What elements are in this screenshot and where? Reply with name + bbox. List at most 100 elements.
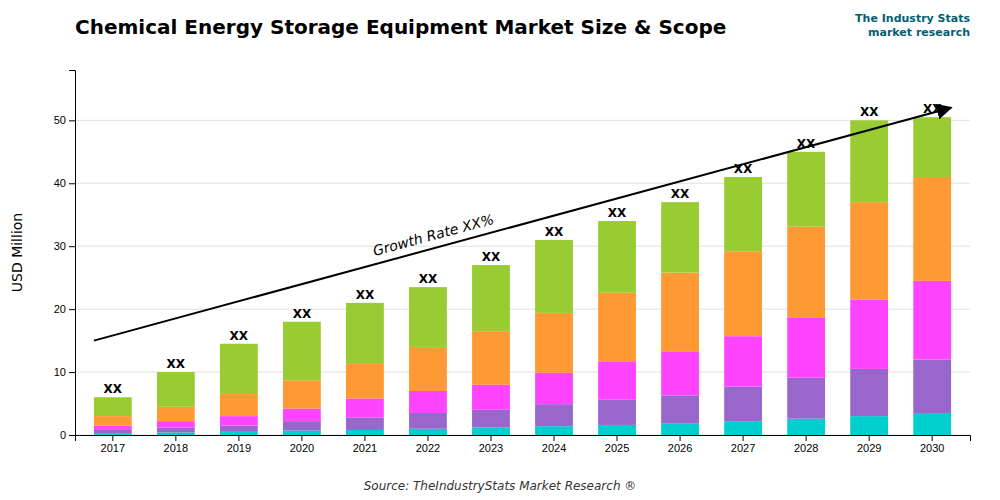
bar	[535, 373, 573, 404]
x-tick-label: 2028	[794, 442, 818, 454]
bar	[661, 395, 699, 423]
bar	[535, 426, 573, 435]
x-tick-label: 2024	[542, 442, 566, 454]
bar	[220, 394, 258, 416]
x-tick-mark	[680, 435, 681, 441]
y-tick-label: 40	[54, 177, 66, 189]
bar	[850, 202, 888, 300]
y-tick-label: 0	[60, 429, 66, 441]
x-tick: 2029	[857, 435, 881, 454]
bar	[850, 416, 888, 435]
y-tick-mark	[69, 309, 75, 310]
grid-line	[75, 120, 970, 121]
y-tick-mark	[69, 120, 75, 121]
bar	[787, 419, 825, 435]
bar-label: XX	[104, 382, 123, 396]
grid-line	[75, 372, 970, 373]
x-tick: 2027	[731, 435, 755, 454]
bar	[346, 303, 384, 364]
bar	[913, 359, 951, 412]
x-tick-mark	[238, 435, 239, 441]
x-tick-mark	[806, 435, 807, 441]
x-tick-mark	[490, 435, 491, 441]
bar	[724, 251, 762, 336]
bar-label: XX	[860, 105, 879, 119]
x-tick-mark	[932, 435, 933, 441]
bar	[346, 417, 384, 430]
bar	[850, 300, 888, 369]
bar	[787, 378, 825, 419]
bar	[535, 404, 573, 426]
x-tick: 2023	[479, 435, 503, 454]
bar	[472, 385, 510, 410]
bar	[913, 413, 951, 435]
bar	[598, 221, 636, 293]
x-tick-label: 2019	[227, 442, 251, 454]
x-axis-line	[76, 436, 971, 442]
y-tick-mark	[69, 246, 75, 247]
bar-label: XX	[608, 206, 627, 220]
bar	[409, 429, 447, 435]
x-tick: 2018	[164, 435, 188, 454]
bar	[724, 421, 762, 435]
x-tick-label: 2018	[164, 442, 188, 454]
x-tick: 2022	[416, 435, 440, 454]
bar	[472, 427, 510, 435]
y-tick-label: 20	[54, 303, 66, 315]
bar	[283, 322, 321, 381]
logo-line: The Industry Stats	[855, 12, 970, 25]
bar	[850, 369, 888, 416]
bar	[157, 421, 195, 427]
x-tick-mark	[301, 435, 302, 441]
x-tick-label: 2017	[101, 442, 125, 454]
bar	[157, 432, 195, 435]
x-tick: 2019	[227, 435, 251, 454]
y-tick: 40	[54, 177, 75, 189]
bar	[346, 399, 384, 418]
source: Source: TheIndustryStats Market Research…	[364, 479, 637, 493]
x-axis: 2017201820192020202120222023202420252026…	[76, 435, 971, 454]
bar	[661, 351, 699, 395]
y-tick: 50	[54, 114, 75, 126]
x-tick-mark	[869, 435, 870, 441]
bar-label: XX	[356, 288, 375, 302]
y-axis: 01020304050	[54, 71, 76, 442]
grid	[75, 120, 970, 435]
x-tick: 2021	[353, 435, 377, 454]
bar	[346, 430, 384, 435]
bar	[409, 391, 447, 413]
bar	[220, 344, 258, 394]
bar	[913, 117, 951, 177]
growth-annotation: Growth Rate XX%	[94, 108, 951, 341]
x-tick-mark	[427, 435, 428, 441]
bar	[157, 407, 195, 421]
x-tick-label: 2025	[605, 442, 629, 454]
bar	[94, 430, 132, 433]
bar	[661, 273, 699, 352]
bar	[283, 409, 321, 422]
y-axis-line	[69, 71, 76, 436]
bar-label: XX	[482, 250, 501, 264]
bar-series	[94, 117, 951, 416]
logo: The Industry Statsmarket research	[855, 12, 970, 39]
x-tick: 2020	[290, 435, 314, 454]
x-tick-label: 2030	[920, 442, 944, 454]
bar	[94, 416, 132, 425]
chart: 2017201820192020202120222023202420252026…	[0, 0, 1000, 500]
bar	[661, 202, 699, 272]
bar	[472, 265, 510, 331]
bar	[220, 416, 258, 425]
x-tick-mark	[554, 435, 555, 441]
bar	[220, 432, 258, 435]
x-tick-mark	[175, 435, 176, 441]
bar	[535, 240, 573, 313]
bar-label: XX	[671, 187, 690, 201]
bar-label: XX	[293, 307, 312, 321]
x-tick: 2028	[794, 435, 818, 454]
bar	[913, 177, 951, 281]
bar	[598, 425, 636, 435]
bar	[598, 400, 636, 425]
bar	[787, 318, 825, 378]
bar	[409, 287, 447, 347]
growth-label: Growth Rate XX%	[371, 211, 496, 259]
